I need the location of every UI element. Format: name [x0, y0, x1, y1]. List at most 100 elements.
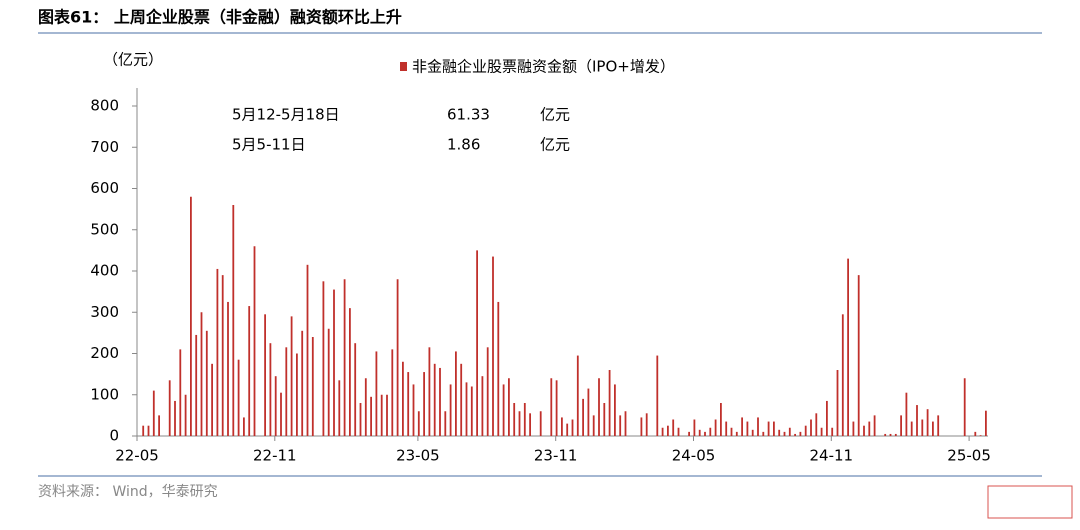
bar: [200, 312, 203, 436]
bar: [889, 433, 892, 436]
bar: [762, 431, 765, 436]
annotation: 亿元: [540, 106, 570, 124]
bar: [470, 386, 473, 436]
bar: [518, 411, 521, 436]
x-tick-label: 24-05: [672, 447, 716, 465]
bar: [730, 427, 733, 436]
bar: [773, 421, 775, 436]
bar: [349, 308, 351, 436]
bar: [709, 427, 712, 436]
legend-label: 非金融企业股票融资金额（IPO+增发）: [412, 58, 675, 76]
bar: [168, 380, 171, 436]
bar: [529, 413, 531, 436]
bar: [608, 370, 611, 436]
bar: [142, 425, 145, 436]
bar: [857, 275, 860, 436]
bar: [492, 256, 494, 436]
bar: [232, 205, 235, 436]
bar: [184, 394, 187, 436]
bar: [481, 376, 484, 436]
bar: [174, 400, 176, 436]
bar: [508, 378, 510, 436]
bar: [253, 246, 256, 436]
bar: [306, 264, 309, 436]
logo: [987, 485, 1073, 519]
bar: [327, 328, 330, 436]
bar: [407, 372, 410, 436]
bar: [624, 411, 627, 436]
bar: [502, 384, 505, 436]
bar: [746, 421, 749, 436]
bar: [614, 384, 616, 436]
bar: [354, 343, 357, 436]
bar: [412, 384, 415, 436]
bar: [444, 411, 447, 436]
bar: [688, 431, 690, 436]
bar: [921, 419, 924, 436]
bar: [375, 351, 378, 436]
bar: [852, 421, 855, 436]
y-tick-label: 400: [90, 262, 119, 280]
bar: [343, 279, 346, 436]
x-tick-label: 25-05: [947, 447, 991, 465]
bar: [195, 334, 198, 436]
bar: [910, 421, 913, 436]
bar: [884, 433, 887, 436]
bar: [523, 403, 526, 436]
y-tick-label: 500: [90, 220, 119, 238]
bar: [561, 417, 563, 436]
annotation: 5月12-5月18日: [232, 106, 340, 124]
bar: [364, 378, 367, 436]
y-tick-label: 200: [90, 344, 119, 362]
bar: [863, 425, 865, 436]
bar: [417, 411, 420, 436]
bar: [725, 421, 728, 436]
bar: [704, 431, 706, 436]
bar: [205, 330, 208, 436]
bar: [460, 363, 463, 436]
bar: [359, 403, 362, 436]
bar: [550, 378, 553, 436]
bar: [391, 349, 394, 436]
y-tick-label: 700: [90, 138, 119, 156]
bar: [778, 429, 781, 436]
bar: [603, 403, 606, 436]
y-tick-label: 0: [109, 427, 119, 445]
bar: [974, 431, 977, 436]
bar: [592, 415, 595, 436]
bar: [433, 363, 436, 436]
bar: [221, 275, 224, 436]
bar: [311, 337, 314, 436]
bar: [264, 314, 266, 436]
bar: [274, 376, 277, 436]
x-tick-label: 22-11: [253, 447, 297, 465]
y-tick-label: 300: [90, 303, 119, 321]
bar: [455, 351, 457, 436]
source: 资料来源： Wind，华泰研究: [38, 484, 218, 500]
y-tick-label: 100: [90, 385, 119, 403]
bar: [301, 330, 304, 436]
bar: [587, 388, 590, 436]
bar: [147, 425, 150, 436]
bar: [979, 435, 982, 436]
x-tick-label: 22-05: [115, 447, 159, 465]
bar: [248, 306, 251, 436]
bar: [667, 425, 669, 436]
bar: [905, 392, 908, 436]
x-tick-label: 23-11: [534, 447, 578, 465]
bar: [158, 415, 160, 436]
y-tick-label: 800: [90, 97, 119, 115]
bar: [783, 431, 786, 436]
bar: [566, 423, 569, 436]
x-tick-label: 23-05: [396, 447, 440, 465]
bar: [333, 289, 335, 436]
page-title: 图表61： 上周企业股票（非金融）融资额环比上升: [38, 8, 402, 27]
y-tick-label: 600: [90, 179, 119, 197]
annotation: 61.33: [447, 106, 490, 124]
bar: [439, 367, 441, 436]
bar: [900, 415, 902, 436]
bar: [513, 403, 516, 436]
bar: [190, 196, 192, 436]
bar: [269, 343, 272, 436]
bar: [963, 378, 966, 436]
